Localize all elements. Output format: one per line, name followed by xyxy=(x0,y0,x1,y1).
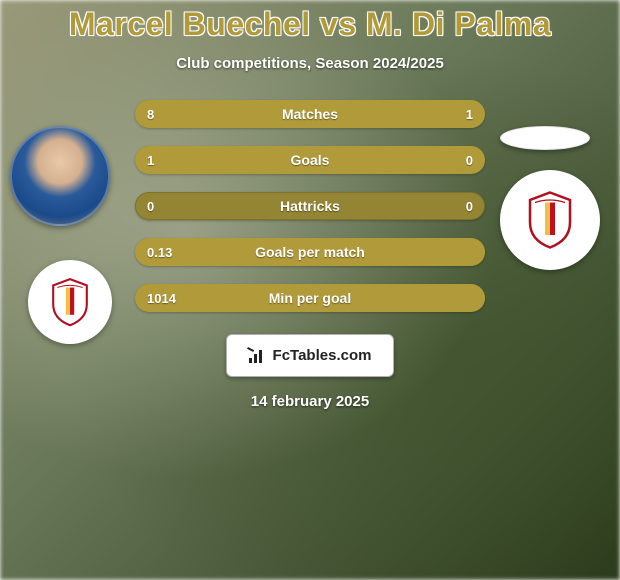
shield-icon xyxy=(525,190,575,250)
stat-fill-left xyxy=(135,100,405,128)
stat-row: 0.13 Goals per match xyxy=(135,238,485,266)
player-left-photo xyxy=(10,126,110,226)
stat-label: Hattricks xyxy=(280,198,340,214)
stat-value-left: 1 xyxy=(147,146,154,174)
stat-value-left: 8 xyxy=(147,100,154,128)
stat-row: 8 1 Matches xyxy=(135,100,485,128)
bar-chart-icon xyxy=(249,349,267,363)
subtitle: Club competitions, Season 2024/2025 xyxy=(0,55,620,72)
stat-value-right: 1 xyxy=(466,100,473,128)
stat-label: Goals xyxy=(291,152,330,168)
page-title: Marcel Buechel vs M. Di Palma xyxy=(0,6,620,43)
stat-label: Goals per match xyxy=(255,244,365,260)
stat-label: Min per goal xyxy=(269,290,351,306)
brand-badge: FcTables.com xyxy=(226,334,395,377)
stat-value-right: 0 xyxy=(466,192,473,220)
stat-row: 1 0 Goals xyxy=(135,146,485,174)
stat-label: Matches xyxy=(282,106,338,122)
club-badge-left xyxy=(28,260,112,344)
stat-row: 0 0 Hattricks xyxy=(135,192,485,220)
stat-value-left: 0 xyxy=(147,192,154,220)
stat-value-left: 0.13 xyxy=(147,238,172,266)
stat-value-right: 0 xyxy=(466,146,473,174)
date-label: 14 february 2025 xyxy=(0,393,620,410)
comparison-card: Marcel Buechel vs M. Di Palma Club compe… xyxy=(0,0,620,580)
stat-row: 1014 Min per goal xyxy=(135,284,485,312)
brand-text: FcTables.com xyxy=(273,347,372,364)
club-badge-right xyxy=(500,170,600,270)
player-right-photo xyxy=(500,126,590,150)
shield-icon xyxy=(49,277,91,327)
stat-value-left: 1014 xyxy=(147,284,176,312)
